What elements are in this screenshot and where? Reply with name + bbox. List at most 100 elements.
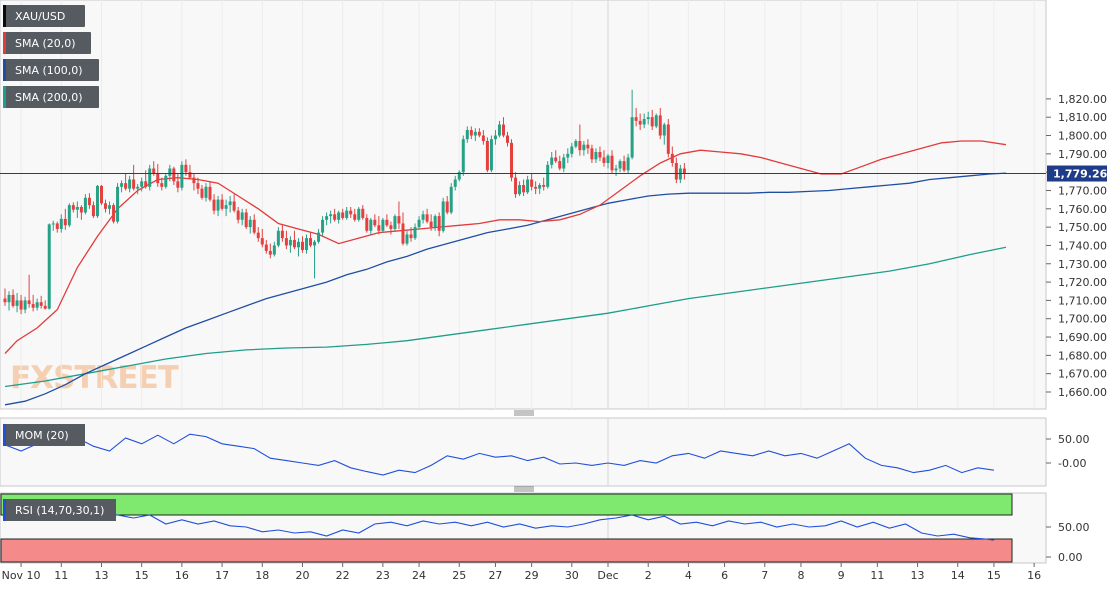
rsi-overbought-zone bbox=[0, 493, 1013, 516]
x-tick-label: 16 bbox=[175, 569, 189, 582]
indicator-label-rsi[interactable]: RSI (14,70,30,1) bbox=[3, 499, 116, 521]
candle bbox=[280, 225, 284, 242]
candle bbox=[19, 294, 23, 315]
candle bbox=[148, 164, 152, 191]
candle bbox=[638, 113, 642, 131]
candle bbox=[501, 117, 505, 138]
candle bbox=[248, 216, 252, 234]
candle bbox=[373, 214, 377, 228]
candle bbox=[650, 109, 654, 131]
candle bbox=[493, 130, 497, 145]
series-label-sma100[interactable]: SMA (100,0) bbox=[3, 59, 99, 81]
candle bbox=[232, 194, 236, 213]
series-label-sma20[interactable]: SMA (20,0) bbox=[3, 32, 91, 54]
candle bbox=[670, 146, 674, 167]
candle bbox=[260, 228, 264, 248]
candle bbox=[35, 298, 39, 311]
x-tick-label: 23 bbox=[376, 569, 390, 582]
rsi-panel-resize-handle[interactable] bbox=[514, 486, 534, 492]
y-tick-label: 1,690.00 bbox=[1058, 331, 1107, 344]
candle bbox=[7, 291, 11, 311]
candle bbox=[292, 230, 296, 250]
candle bbox=[550, 152, 554, 169]
sma200-line bbox=[4, 246, 1007, 388]
x-tick-label: 6 bbox=[721, 569, 728, 582]
candle bbox=[514, 172, 518, 198]
candle bbox=[224, 199, 228, 217]
candle bbox=[562, 153, 566, 173]
candle bbox=[47, 223, 51, 310]
candle bbox=[212, 194, 216, 215]
candle bbox=[618, 159, 622, 173]
rsi-line bbox=[4, 505, 994, 541]
candle bbox=[180, 161, 184, 191]
x-tick-label: 2 bbox=[645, 569, 652, 582]
candle bbox=[321, 216, 325, 237]
candle bbox=[256, 227, 260, 242]
candle bbox=[208, 181, 212, 202]
svg-text:RSI (14,70,30,1): RSI (14,70,30,1) bbox=[15, 504, 104, 517]
x-tick-label: 22 bbox=[336, 569, 350, 582]
candle bbox=[228, 195, 232, 213]
candle bbox=[345, 206, 349, 220]
candle bbox=[630, 89, 634, 160]
candle bbox=[510, 139, 514, 182]
candle bbox=[554, 150, 558, 163]
candle bbox=[284, 230, 288, 250]
candle bbox=[642, 113, 646, 129]
candle bbox=[385, 214, 389, 228]
x-tick-label: 13 bbox=[94, 569, 108, 582]
y-tick-label: 1,740.00 bbox=[1058, 239, 1107, 252]
candle bbox=[674, 157, 678, 184]
candle bbox=[497, 120, 501, 138]
candle bbox=[236, 206, 240, 224]
candle bbox=[626, 153, 630, 174]
candle bbox=[216, 195, 220, 217]
candle bbox=[31, 294, 35, 312]
mom-tick-label: 50.00 bbox=[1058, 433, 1090, 446]
y-tick-label: 1,760.00 bbox=[1058, 203, 1107, 216]
candle bbox=[75, 201, 79, 218]
x-tick-label: 11 bbox=[54, 569, 68, 582]
candle bbox=[357, 206, 361, 222]
candle bbox=[120, 180, 124, 193]
candle bbox=[67, 203, 71, 228]
x-tick-label: 27 bbox=[488, 569, 502, 582]
candle bbox=[574, 139, 578, 149]
candle bbox=[200, 184, 204, 200]
candle bbox=[116, 183, 120, 224]
candle bbox=[160, 177, 164, 191]
candle bbox=[538, 183, 542, 195]
candle bbox=[79, 205, 83, 220]
x-tick-label: 25 bbox=[452, 569, 466, 582]
candle bbox=[598, 146, 602, 162]
candle bbox=[188, 164, 192, 180]
candle bbox=[337, 210, 341, 224]
candle bbox=[594, 148, 598, 163]
candle bbox=[333, 208, 337, 222]
candle bbox=[59, 214, 63, 233]
candle bbox=[43, 300, 47, 310]
indicator-label-mom[interactable]: MOM (20) bbox=[3, 424, 85, 446]
y-tick-label: 1,790.00 bbox=[1058, 148, 1107, 161]
candle bbox=[112, 203, 116, 224]
candle bbox=[542, 177, 546, 191]
candle bbox=[349, 206, 353, 218]
candle bbox=[457, 170, 461, 182]
mom-panel-resize-handle[interactable] bbox=[514, 410, 534, 416]
candle bbox=[682, 163, 686, 180]
svg-text:SMA (20,0): SMA (20,0) bbox=[15, 37, 76, 50]
series-label-sma200[interactable]: SMA (200,0) bbox=[3, 86, 99, 108]
y-tick-label: 1,700.00 bbox=[1058, 313, 1107, 326]
y-tick-label: 1,770.00 bbox=[1058, 184, 1107, 197]
y-tick-label: 1,820.00 bbox=[1058, 93, 1107, 106]
candle bbox=[425, 208, 429, 224]
x-tick-label: Dec bbox=[597, 569, 618, 582]
candle bbox=[220, 194, 224, 211]
series-label-xauusd[interactable]: XAU/USD bbox=[3, 5, 85, 27]
svg-text:MOM (20): MOM (20) bbox=[15, 429, 69, 442]
x-tick-label: Nov 10 bbox=[2, 569, 41, 582]
candle bbox=[381, 217, 385, 233]
candle bbox=[634, 108, 638, 127]
